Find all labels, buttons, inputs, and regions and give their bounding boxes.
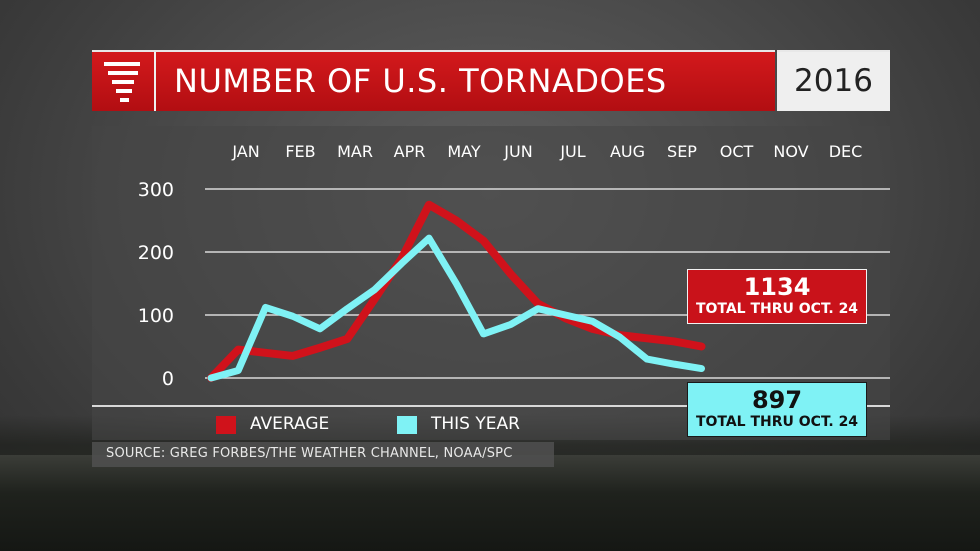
this-year-total-box: 897 TOTAL THRU OCT. 24 bbox=[687, 382, 867, 437]
x-tick-label: MAR bbox=[337, 142, 373, 161]
this-year-total-value: 897 bbox=[751, 386, 803, 414]
legend-this-year-label: THIS YEAR bbox=[431, 414, 520, 434]
average-total-value: 1134 bbox=[743, 273, 811, 301]
year-box: 2016 bbox=[777, 50, 890, 111]
this-year-total-label: TOTAL THRU OCT. 24 bbox=[695, 414, 859, 430]
x-tick-label: DEC bbox=[829, 142, 863, 161]
legend-average-label: AVERAGE bbox=[250, 414, 330, 434]
tornado-icon bbox=[92, 52, 156, 111]
average-total-label: TOTAL THRU OCT. 24 bbox=[695, 301, 859, 317]
x-tick-label: APR bbox=[394, 142, 426, 161]
year-label: 2016 bbox=[794, 63, 873, 99]
x-tick-label: OCT bbox=[720, 142, 754, 161]
legend-this-year-swatch bbox=[397, 416, 417, 434]
y-tick-label: 0 bbox=[162, 368, 174, 390]
x-tick-label: AUG bbox=[610, 142, 645, 161]
x-tick-label: NOV bbox=[773, 142, 808, 161]
legend-divider bbox=[92, 405, 890, 407]
x-tick-label: MAY bbox=[447, 142, 481, 161]
x-tick-label: JUN bbox=[503, 142, 532, 161]
background-ground bbox=[0, 455, 980, 551]
legend-this-year: THIS YEAR bbox=[397, 414, 557, 436]
y-tick-label: 300 bbox=[138, 179, 174, 201]
x-tick-label: SEP bbox=[667, 142, 697, 161]
y-tick-label: 200 bbox=[138, 242, 174, 264]
chart-title: NUMBER OF U.S. TORNADOES bbox=[174, 62, 667, 100]
y-tick-label: 100 bbox=[138, 305, 174, 327]
title-bar: NUMBER OF U.S. TORNADOES bbox=[92, 50, 775, 111]
series-line-average bbox=[207, 200, 706, 382]
source-strip: SOURCE: GREG FORBES/THE WEATHER CHANNEL,… bbox=[92, 442, 554, 467]
legend-average: AVERAGE bbox=[216, 414, 366, 436]
series-line-this-year bbox=[207, 234, 705, 382]
legend-average-swatch bbox=[216, 416, 236, 434]
average-total-box: 1134 TOTAL THRU OCT. 24 bbox=[687, 269, 867, 324]
x-tick-label: JAN bbox=[231, 142, 259, 161]
source-text: SOURCE: GREG FORBES/THE WEATHER CHANNEL,… bbox=[106, 446, 513, 461]
x-tick-label: JUL bbox=[559, 142, 585, 161]
x-tick-label: FEB bbox=[285, 142, 315, 161]
